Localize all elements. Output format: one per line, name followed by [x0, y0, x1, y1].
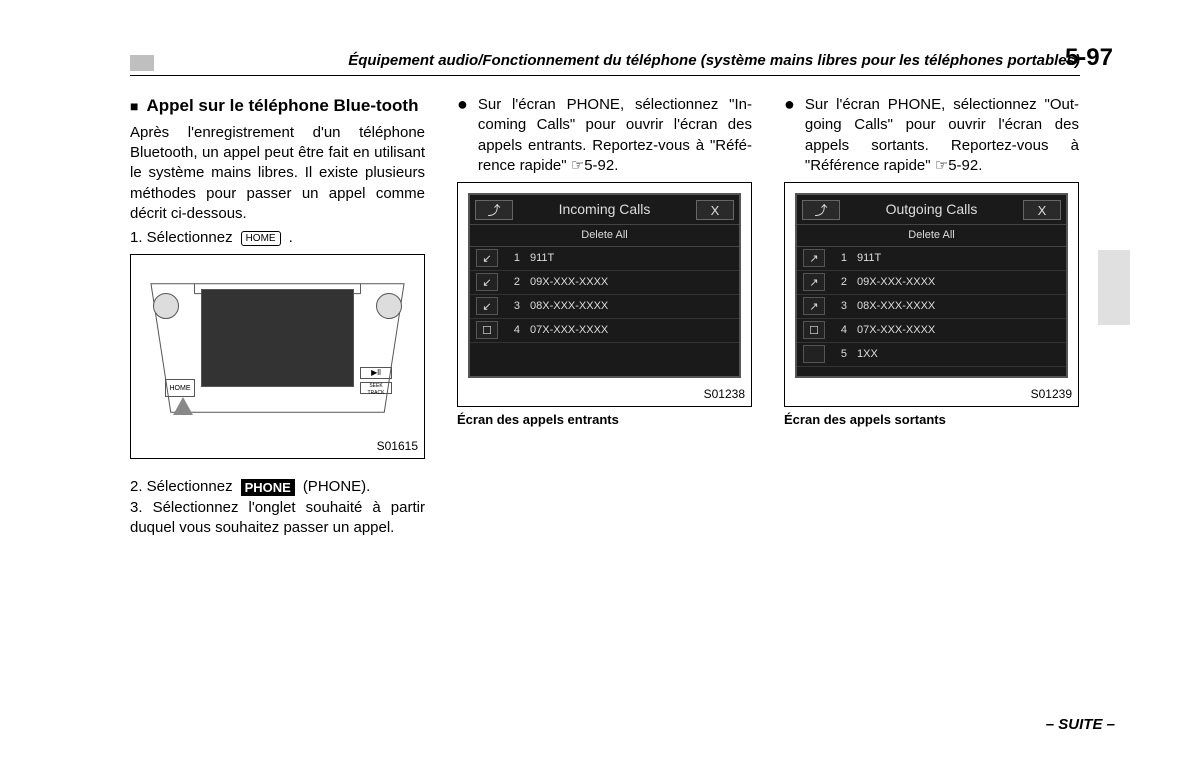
- call-number: 08X-XXX-XXXX: [857, 299, 935, 314]
- call-number: 07X-XXX-XXXX: [857, 323, 935, 338]
- call-type-icon: ↗: [803, 273, 825, 291]
- delete-all-row: Delete All: [797, 225, 1066, 247]
- step-1-suffix: .: [289, 228, 293, 248]
- figure-code: S01615: [377, 438, 418, 454]
- footer-suite: – SUITE –: [1046, 716, 1115, 733]
- intro-paragraph: Après l'enregistrement d'un téléphone Bl…: [130, 123, 425, 224]
- step-2: 2. Sélectionnez PHONE (PHONE).: [130, 477, 425, 497]
- radio-home-arrow-icon: [173, 397, 193, 415]
- section-heading: ■ Appel sur le téléphone Blue-tooth: [130, 95, 425, 118]
- step-3: 3. Sélectionnez l'onglet souhaité à part…: [130, 498, 425, 539]
- delete-all-row: Delete All: [470, 225, 739, 247]
- figure-code: S01239: [1031, 386, 1072, 402]
- call-type-icon: [803, 345, 825, 363]
- call-type-icon: ↙: [476, 249, 498, 267]
- back-button-icon: ⤴: [802, 200, 840, 220]
- page-number: 5-97: [1065, 44, 1113, 72]
- radio-side-buttons: ▶ll SEEK TRACK: [360, 367, 392, 397]
- side-tab: [1098, 250, 1130, 325]
- incoming-calls-figure: ⤴ Incoming Calls X Delete All ↙ 1 911T ↙ 2 09…: [457, 182, 752, 407]
- call-type-icon: ↗: [803, 297, 825, 315]
- call-row: ☐ 4 07X-XXX-XXXX: [797, 319, 1066, 343]
- content-area: ■ Appel sur le téléphone Blue-tooth Aprè…: [130, 95, 1085, 538]
- call-type-icon: ☐: [476, 321, 498, 339]
- bullet-icon: ●: [784, 95, 795, 113]
- col2-caption: Écran des appels entrants: [457, 411, 752, 429]
- radio-unit-figure: HOME ▶ll SEEK TRACK S01615: [130, 254, 425, 459]
- call-number: 08X-XXX-XXXX: [530, 299, 608, 314]
- seek-track-button-icon: SEEK TRACK: [360, 382, 392, 394]
- call-index: 2: [504, 275, 520, 290]
- col3-bullet: ● Sur l'écran PHONE, sélectionnez "Out-g…: [784, 95, 1079, 176]
- call-row: ↙ 3 08X-XXX-XXXX: [470, 295, 739, 319]
- call-index: 3: [504, 299, 520, 314]
- bullet-icon: ●: [457, 95, 468, 113]
- column-1: ■ Appel sur le téléphone Blue-tooth Aprè…: [130, 95, 425, 538]
- radio-body: HOME ▶ll SEEK TRACK: [149, 277, 406, 417]
- square-bullet-icon: ■: [130, 95, 138, 117]
- phone-badge-icon: PHONE: [241, 479, 295, 497]
- incoming-screen: ⤴ Incoming Calls X Delete All ↙ 1 911T ↙ 2 09…: [468, 193, 741, 378]
- col3-caption: Écran des appels sortants: [784, 411, 1079, 429]
- call-row: ↗ 2 09X-XXX-XXXX: [797, 271, 1066, 295]
- radio-home-button-icon: HOME: [165, 379, 195, 397]
- header-title: Équipement audio/Fonctionnement du télép…: [160, 52, 1080, 69]
- screen-title: Outgoing Calls: [845, 200, 1018, 219]
- call-row: ↙ 2 09X-XXX-XXXX: [470, 271, 739, 295]
- step-2-suffix: (PHONE).: [303, 477, 371, 497]
- play-pause-button-icon: ▶ll: [360, 367, 392, 379]
- call-number: 09X-XXX-XXXX: [857, 275, 935, 290]
- step-1: 1. Sélectionnez HOME .: [130, 228, 425, 248]
- screen-title: Incoming Calls: [518, 200, 691, 219]
- call-index: 4: [504, 323, 520, 338]
- radio-screen-icon: [201, 289, 354, 387]
- screen-header: ⤴ Outgoing Calls X: [797, 195, 1066, 225]
- outgoing-screen: ⤴ Outgoing Calls X Delete All ↗ 1 911T ↗ 2 09…: [795, 193, 1068, 378]
- call-type-icon: ↗: [803, 249, 825, 267]
- call-index: 1: [504, 251, 520, 266]
- call-index: 4: [831, 323, 847, 338]
- call-number: 09X-XXX-XXXX: [530, 275, 608, 290]
- call-row: ☐ 4 07X-XXX-XXXX: [470, 319, 739, 343]
- call-number: 1XX: [857, 347, 878, 362]
- call-type-icon: ↙: [476, 273, 498, 291]
- column-3: ● Sur l'écran PHONE, sélectionnez "Out-g…: [784, 95, 1079, 538]
- call-number: 07X-XXX-XXXX: [530, 323, 608, 338]
- figure-code: S01238: [704, 386, 745, 402]
- call-row: ↗ 3 08X-XXX-XXXX: [797, 295, 1066, 319]
- call-row: ↗ 1 911T: [797, 247, 1066, 271]
- call-type-icon: ↙: [476, 297, 498, 315]
- call-index: 5: [831, 347, 847, 362]
- column-2: ● Sur l'écran PHONE, sélectionnez "In-co…: [457, 95, 752, 538]
- outgoing-calls-figure: ⤴ Outgoing Calls X Delete All ↗ 1 911T ↗ 2 09…: [784, 182, 1079, 407]
- call-number: 911T: [857, 251, 881, 266]
- outgoing-rows: ↗ 1 911T ↗ 2 09X-XXX-XXXX ↗ 3 08X-XXX-XXXX ☐ 4 07X-…: [797, 247, 1066, 367]
- col2-bullet: ● Sur l'écran PHONE, sélectionnez "In-co…: [457, 95, 752, 176]
- section-heading-text: Appel sur le téléphone Blue-tooth: [146, 95, 425, 118]
- close-button-icon: X: [696, 200, 734, 220]
- call-index: 2: [831, 275, 847, 290]
- home-badge-icon: HOME: [241, 231, 281, 247]
- step-2-prefix: 2. Sélectionnez: [130, 477, 233, 497]
- three-columns: ■ Appel sur le téléphone Blue-tooth Aprè…: [130, 95, 1085, 538]
- col2-bullet-text: Sur l'écran PHONE, sélectionnez "In-comi…: [478, 95, 752, 176]
- call-type-icon: ☐: [803, 321, 825, 339]
- back-button-icon: ⤴: [475, 200, 513, 220]
- incoming-rows: ↙ 1 911T ↙ 2 09X-XXX-XXXX ↙ 3 08X-XXX-XXXX ☐ 4 07X-…: [470, 247, 739, 343]
- header-accent-bar: [130, 55, 154, 71]
- close-button-icon: X: [1023, 200, 1061, 220]
- call-index: 1: [831, 251, 847, 266]
- call-number: 911T: [530, 251, 554, 266]
- header-divider: [130, 75, 1080, 76]
- col3-bullet-text: Sur l'écran PHONE, sélectionnez "Out-goi…: [805, 95, 1079, 176]
- screen-header: ⤴ Incoming Calls X: [470, 195, 739, 225]
- step-1-prefix: 1. Sélectionnez: [130, 228, 233, 248]
- call-index: 3: [831, 299, 847, 314]
- call-row: ↙ 1 911T: [470, 247, 739, 271]
- call-row: 5 1XX: [797, 343, 1066, 367]
